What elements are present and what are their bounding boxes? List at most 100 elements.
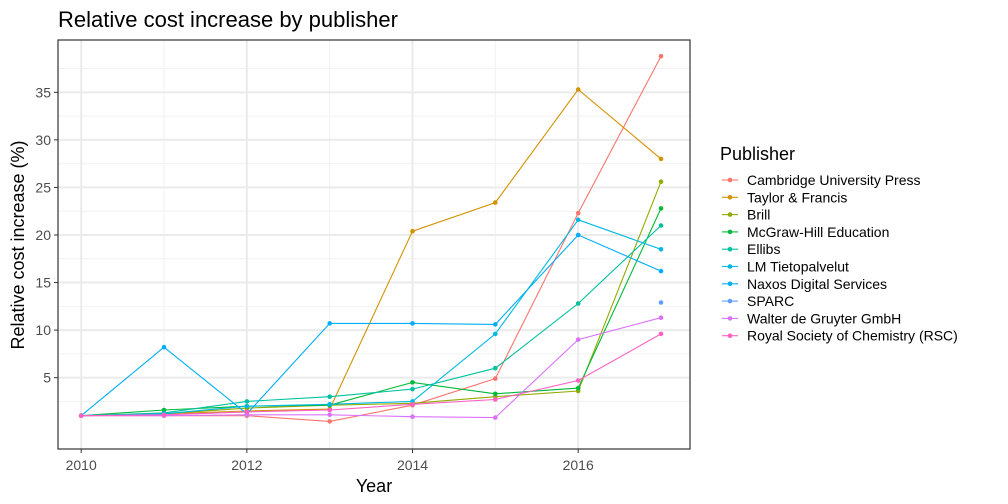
- legend-item: Royal Society of Chemistry (RSC): [722, 328, 958, 344]
- data-point: [658, 179, 664, 184]
- y-tick-label: 10: [35, 322, 51, 338]
- data-point: [327, 407, 333, 413]
- data-point: [244, 403, 250, 409]
- legend-key-point: [727, 246, 733, 252]
- legend-key-point: [727, 195, 733, 200]
- legend-key-point: [727, 316, 733, 321]
- x-tick-label: 2014: [397, 457, 428, 473]
- data-point: [410, 402, 415, 407]
- data-point: [327, 321, 333, 326]
- legend-label: Taylor & Francis: [747, 189, 847, 205]
- data-point: [327, 412, 333, 418]
- data-point: [658, 331, 664, 337]
- data-point: [575, 232, 581, 238]
- legend-item: SPARC: [722, 293, 794, 309]
- data-point: [244, 399, 250, 404]
- legend-key-point: [727, 212, 733, 217]
- data-point: [493, 376, 498, 381]
- legend-item: Ellibs: [722, 241, 780, 257]
- data-point: [493, 397, 498, 402]
- data-point: [410, 321, 415, 326]
- legend-key-point: [727, 264, 733, 269]
- y-tick-label: 15: [35, 275, 51, 291]
- data-point: [658, 300, 664, 305]
- legend-label: Royal Society of Chemistry (RSC): [747, 328, 958, 344]
- x-tick-label: 2016: [563, 457, 594, 473]
- legend-key-point: [727, 281, 733, 287]
- data-point: [493, 322, 498, 327]
- plot-border: [57, 39, 691, 450]
- legend-title: Publisher: [720, 144, 795, 164]
- legend-label: LM Tietopalvelut: [747, 259, 849, 275]
- data-point: [658, 223, 664, 228]
- data-point: [493, 331, 498, 337]
- data-point: [658, 268, 664, 274]
- data-point: [658, 315, 664, 321]
- legend-key-point: [727, 333, 733, 339]
- legend-label: Walter de Gruyter GmbH: [747, 310, 901, 326]
- legend-key-point: [727, 177, 733, 183]
- data-point: [327, 394, 333, 400]
- y-tick-label: 35: [35, 84, 51, 100]
- data-point: [410, 386, 415, 392]
- data-point: [658, 53, 664, 59]
- legend-item: Naxos Digital Services: [722, 276, 887, 292]
- data-point: [575, 301, 581, 306]
- legend-item: Brill: [722, 207, 770, 223]
- data-point: [658, 156, 664, 162]
- data-point: [410, 380, 415, 385]
- data-point: [327, 419, 333, 424]
- data-point: [78, 413, 84, 419]
- data-point: [493, 415, 498, 420]
- axes: 2010 2012 2014 2016 5 10 15 20 25 30 35: [35, 84, 594, 473]
- y-tick-label: 30: [35, 132, 51, 148]
- data-point: [658, 206, 664, 211]
- data-point: [161, 344, 167, 350]
- data-point: [575, 385, 581, 391]
- legend-label: Naxos Digital Services: [747, 276, 887, 292]
- series-line: [80, 234, 662, 417]
- legend-label: Ellibs: [747, 241, 780, 257]
- x-tick-label: 2010: [66, 457, 97, 473]
- x-axis-label: Year: [356, 476, 392, 496]
- data-point: [493, 391, 498, 397]
- data-point: [575, 217, 581, 223]
- series-line: [81, 317, 662, 419]
- series-line: [81, 208, 662, 417]
- data-point: [327, 402, 333, 407]
- data-point: [410, 414, 415, 420]
- series-7: [658, 300, 664, 305]
- series-9: [78, 331, 664, 419]
- y-tick-label: 20: [35, 227, 51, 243]
- data-point: [161, 412, 167, 418]
- data-point: [493, 365, 498, 371]
- y-axis-label: Relative cost increase (%): [8, 140, 28, 349]
- data-point: [410, 228, 415, 234]
- legend-item: LM Tietopalvelut: [722, 259, 849, 275]
- series-line: [81, 219, 662, 417]
- legend-item: Cambridge University Press: [722, 172, 921, 188]
- chart-title: Relative cost increase by publisher: [58, 7, 398, 32]
- series-group: [78, 53, 664, 424]
- x-tick-label: 2012: [231, 457, 262, 473]
- data-point: [658, 247, 664, 252]
- legend-label: SPARC: [747, 293, 794, 309]
- data-point: [575, 337, 581, 342]
- legend-key-point: [727, 298, 733, 304]
- data-point: [244, 409, 250, 415]
- data-point: [575, 378, 581, 383]
- legend-item: Walter de Gruyter GmbH: [722, 310, 901, 326]
- legend-label: McGraw-Hill Education: [747, 224, 889, 240]
- legend-key-point: [727, 229, 733, 235]
- series-line: [81, 225, 662, 417]
- legend-item: McGraw-Hill Education: [722, 224, 889, 240]
- data-point: [575, 210, 581, 216]
- y-tick-label: 5: [43, 370, 51, 386]
- y-tick-label: 25: [35, 179, 51, 195]
- plot-panel: [58, 40, 690, 449]
- legend-item: Taylor & Francis: [722, 189, 847, 205]
- series-line: [81, 333, 662, 417]
- data-point: [575, 87, 581, 92]
